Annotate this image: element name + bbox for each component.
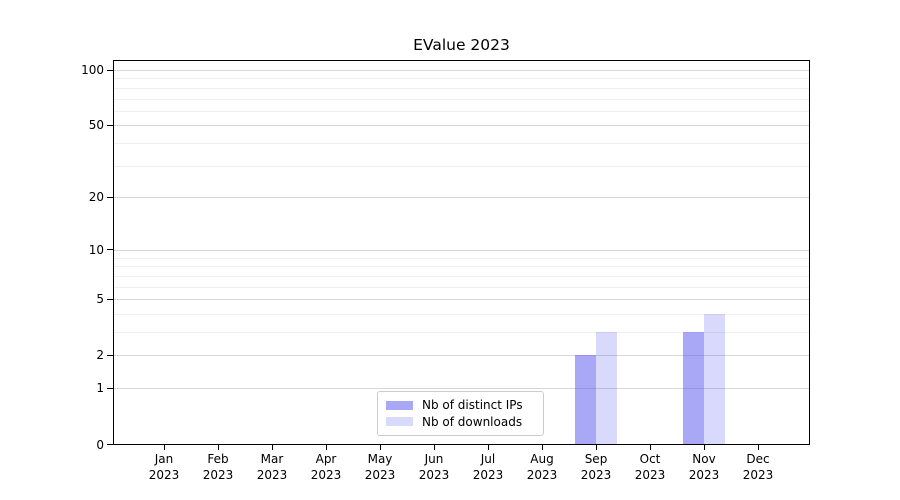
y-gridline-major (114, 125, 809, 127)
x-tick-label-oct: Oct 2023 (615, 451, 685, 483)
bar-distinct-ips-sep (575, 355, 596, 444)
x-tick-year: 2023 (418, 468, 450, 482)
bar-downloads-nov (704, 313, 725, 444)
x-tick-mark (271, 445, 273, 450)
y-tick-label: 1 (96, 381, 104, 396)
x-tick-month: Aug (530, 452, 554, 466)
x-tick-year: 2023 (364, 468, 396, 482)
x-tick-month: Jan (154, 452, 174, 466)
x-tick-year: 2023 (580, 468, 612, 482)
y-gridline-major (114, 197, 809, 199)
plot-area (113, 60, 810, 445)
x-tick-year: 2023 (634, 468, 666, 482)
legend-swatch-downloads (386, 417, 413, 427)
x-tick-mark (541, 445, 543, 450)
x-tick-label-dec: Dec 2023 (723, 451, 793, 483)
x-tick-mark (703, 445, 705, 450)
y-gridline-major (114, 299, 809, 301)
y-gridline-minor (114, 332, 809, 333)
y-tick-mark (107, 69, 114, 71)
x-tick-month: Apr (315, 452, 337, 466)
x-tick-month: Sep (584, 452, 608, 466)
x-tick-year: 2023 (310, 468, 342, 482)
y-tick-label: 2 (96, 348, 104, 363)
x-tick-mark (757, 445, 759, 450)
x-tick-mark (379, 445, 381, 450)
legend-label-downloads: Nb of downloads (422, 414, 523, 429)
x-tick-label-sep: Sep 2023 (561, 451, 631, 483)
y-gridline-minor (114, 98, 809, 100)
x-tick-year: 2023 (526, 468, 558, 482)
x-tick-year: 2023 (472, 468, 504, 482)
x-tick-year: 2023 (202, 468, 234, 482)
legend-item-downloads: Nb of downloads (386, 415, 535, 429)
legend-item-distinct-ips: Nb of distinct IPs (386, 398, 535, 412)
x-tick-label-jun: Jun 2023 (399, 451, 469, 483)
x-tick-label-jan: Jan 2023 (129, 451, 199, 483)
x-tick-year: 2023 (148, 468, 180, 482)
x-tick-month: Oct (639, 452, 661, 466)
x-tick-month: Nov (692, 452, 716, 466)
x-tick-label-aug: Aug 2023 (507, 451, 577, 483)
x-tick-mark (217, 445, 219, 450)
x-tick-mark (163, 445, 165, 450)
y-gridline-minor (114, 313, 809, 315)
x-tick-year: 2023 (742, 468, 774, 482)
y-gridline-minor (114, 266, 809, 268)
bar-downloads-sep (596, 332, 617, 444)
x-tick-label-mar: Mar 2023 (237, 451, 307, 483)
x-tick-year: 2023 (256, 468, 288, 482)
y-gridline-minor (114, 257, 809, 259)
y-gridline-major (114, 70, 809, 71)
x-tick-label-jul: Jul 2023 (453, 451, 523, 483)
x-tick-mark (487, 445, 489, 450)
y-tick-mark (107, 249, 114, 251)
x-tick-label-apr: Apr 2023 (291, 451, 361, 483)
y-gridline-minor (114, 143, 809, 145)
x-tick-year: 2023 (688, 468, 720, 482)
y-tick-label: 50 (88, 118, 104, 133)
x-tick-mark (595, 445, 597, 450)
x-tick-mark (433, 445, 435, 450)
y-tick-label: 100 (81, 63, 104, 77)
y-gridline-minor (114, 110, 809, 112)
y-tick-mark (107, 354, 114, 356)
x-tick-month: Jun (424, 452, 444, 466)
chart-title: EValue 2023 (413, 36, 510, 54)
y-tick-mark (107, 387, 114, 389)
x-tick-month: Dec (746, 452, 770, 466)
x-tick-mark (325, 445, 327, 450)
y-tick-label: 20 (88, 190, 104, 205)
y-tick-mark (107, 196, 114, 198)
x-tick-label-may: May 2023 (345, 451, 415, 483)
y-tick-mark (107, 444, 114, 445)
x-tick-month: Mar (260, 452, 284, 466)
y-tick-label: 10 (88, 242, 104, 257)
y-gridline-major (114, 249, 809, 251)
y-gridline-minor (114, 275, 809, 277)
legend-label-distinct-ips: Nb of distinct IPs (422, 398, 523, 413)
y-tick-label: 5 (96, 292, 104, 307)
y-gridline-major (114, 355, 809, 357)
y-gridline-minor (114, 87, 809, 89)
y-gridline-minor (114, 286, 809, 288)
legend-swatch-distinct-ips (386, 400, 413, 410)
y-gridline-major (114, 388, 809, 390)
x-tick-label-nov: Nov 2023 (669, 451, 739, 483)
y-tick-mark (107, 124, 114, 126)
x-tick-month: Jul (480, 452, 496, 466)
x-tick-month: Feb (207, 452, 229, 466)
bar-distinct-ips-nov (683, 332, 704, 444)
y-tick-mark (107, 298, 114, 300)
y-gridline-minor (114, 165, 809, 167)
x-tick-month: May (367, 452, 393, 466)
x-tick-label-feb: Feb 2023 (183, 451, 253, 483)
x-tick-mark (649, 445, 651, 450)
y-tick-label: 0 (96, 437, 104, 452)
legend: Nb of distinct IPs Nb of downloads (377, 391, 544, 436)
y-gridline-minor (114, 78, 809, 80)
